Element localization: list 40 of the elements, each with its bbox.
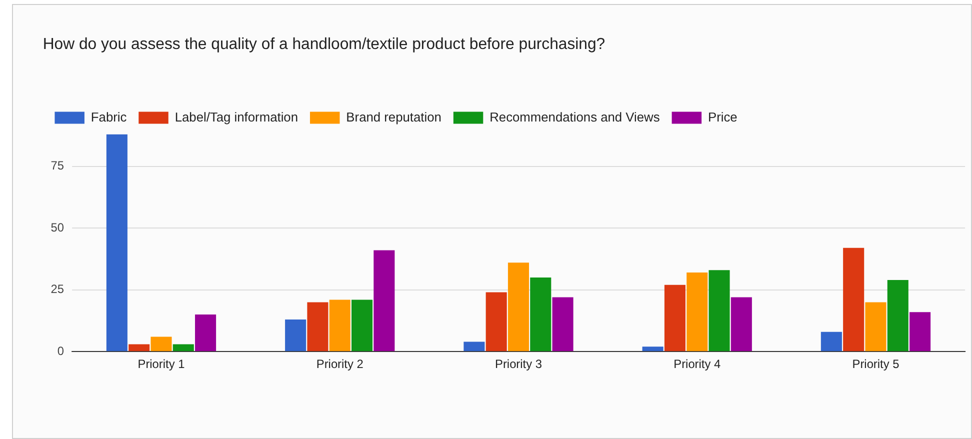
bar	[128, 344, 150, 352]
bar	[486, 292, 507, 352]
bar	[642, 346, 664, 352]
bar	[530, 277, 552, 352]
bar	[887, 280, 908, 352]
y-tick-label: 75	[50, 158, 64, 173]
y-tick-label: 0	[57, 344, 64, 358]
legend-label: Brand reputation	[346, 109, 442, 124]
legend-label: Label/Tag information	[174, 109, 298, 124]
bar	[329, 300, 350, 352]
y-tick-label: 25	[50, 282, 64, 296]
bar	[664, 284, 686, 352]
bar	[106, 134, 128, 352]
legend-label: Fabric	[90, 109, 128, 124]
x-tick-label: Priority 5	[852, 357, 900, 372]
bar	[730, 297, 752, 352]
bar	[552, 297, 574, 352]
bar	[195, 314, 216, 352]
legend-label: Price	[708, 109, 738, 124]
bar	[820, 332, 842, 352]
x-tick-label: Priority 1	[138, 357, 186, 372]
legend-label: Recommendations and Views	[490, 109, 660, 124]
bar	[285, 319, 306, 352]
bar	[150, 336, 172, 352]
bar	[351, 300, 373, 352]
bar	[172, 344, 194, 352]
x-tick-label: Priority 2	[316, 357, 364, 372]
bar	[374, 250, 395, 352]
x-tick-label: Priority 4	[674, 357, 721, 372]
bar	[464, 342, 485, 352]
bar	[708, 270, 730, 352]
chart-title: How do you assess the quality of a handloom/textile product before purchasing?	[42, 36, 606, 54]
bar	[686, 272, 708, 352]
bar	[843, 248, 864, 352]
bar	[508, 262, 530, 352]
bar	[910, 312, 931, 352]
bar	[307, 302, 328, 352]
bar	[865, 302, 886, 352]
x-tick-label: Priority 3	[495, 357, 542, 372]
y-tick-label: 50	[50, 220, 64, 234]
